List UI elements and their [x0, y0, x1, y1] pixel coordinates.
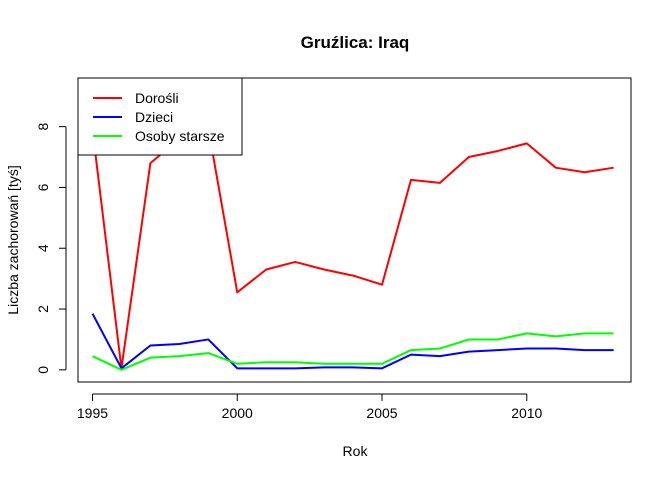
x-tick-label: 2010	[511, 405, 542, 421]
legend-label: Osoby starsze	[135, 128, 225, 144]
y-tick-label: 0	[35, 366, 51, 374]
x-tick-label: 1995	[77, 405, 108, 421]
y-axis-label: Liczba zachorowań [tyś]	[5, 165, 21, 314]
y-tick-label: 6	[35, 183, 51, 191]
y-axis: 0 2 4 6 8	[35, 123, 67, 374]
series-group	[91, 127, 614, 371]
legend-label: Dzieci	[135, 109, 173, 125]
series-line	[91, 127, 614, 370]
legend: Dorośli Dzieci Osoby starsze	[77, 77, 243, 156]
series-line	[92, 332, 614, 371]
series-line	[91, 313, 614, 370]
x-tick-label: 2005	[366, 405, 397, 421]
y-tick-label: 2	[35, 305, 51, 313]
chart-title: Gruźlica: Iraq	[301, 33, 410, 52]
x-axis-label: Rok	[343, 443, 369, 459]
plot-area-frame	[77, 77, 632, 383]
x-tick-label: 2000	[222, 405, 253, 421]
y-tick-label: 4	[35, 244, 51, 252]
x-axis: 1995 2000 2005 2010	[77, 393, 543, 421]
legend-label: Dorośli	[135, 90, 179, 106]
y-tick-label: 8	[35, 123, 51, 131]
